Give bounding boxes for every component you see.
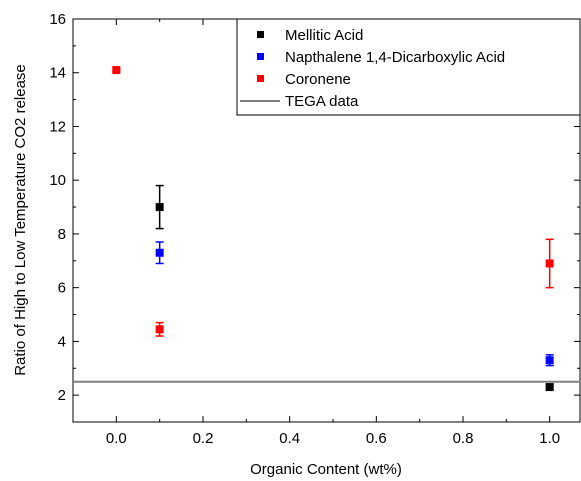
legend-label: TEGA data [285, 93, 359, 110]
x-axis-title: Organic Content (wt%) [250, 461, 402, 478]
legend-marker [257, 53, 264, 60]
data-point-marker [155, 203, 164, 212]
y-axis-title: Ratio of High to Low Temperature CO2 rel… [12, 64, 29, 376]
data-point-marker [155, 325, 164, 334]
data-point-marker [545, 356, 554, 365]
data-point-marker [112, 66, 121, 75]
y-tick-label: 16 [49, 11, 66, 28]
legend: Mellitic Acid Napthalene 1,4-Dicarboxylic… [236, 18, 581, 116]
legend-label: Mellitic Acid [285, 27, 363, 44]
x-tick-label: 0.8 [453, 430, 474, 447]
legend-label: Coronene [285, 71, 351, 88]
data-point-marker [545, 383, 554, 392]
data-point-marker [545, 259, 554, 268]
y-tick-label: 10 [49, 172, 66, 189]
data-point-marker [155, 248, 164, 257]
y-tick-label: 12 [49, 118, 66, 135]
y-tick-label: 14 [49, 65, 66, 82]
legend-marker [257, 31, 264, 38]
y-tick-label: 2 [58, 387, 66, 404]
legend-marker [257, 75, 264, 82]
y-tick-label: 6 [58, 280, 66, 297]
x-tick-label: 1.0 [539, 430, 560, 447]
x-axis-ticks: 0.0 0.2 0.4 0.6 0.8 1.0 [72, 19, 560, 447]
legend-label: Napthalene 1,4-Dicarboxylic Acid [285, 49, 505, 66]
x-tick-label: 0.0 [106, 430, 127, 447]
y-tick-label: 4 [58, 333, 66, 350]
x-tick-label: 0.4 [279, 430, 300, 447]
x-tick-label: 0.6 [366, 430, 387, 447]
legend-box [236, 18, 581, 116]
data-points [112, 66, 554, 392]
y-tick-label: 8 [58, 226, 66, 243]
x-tick-label: 0.2 [193, 430, 214, 447]
